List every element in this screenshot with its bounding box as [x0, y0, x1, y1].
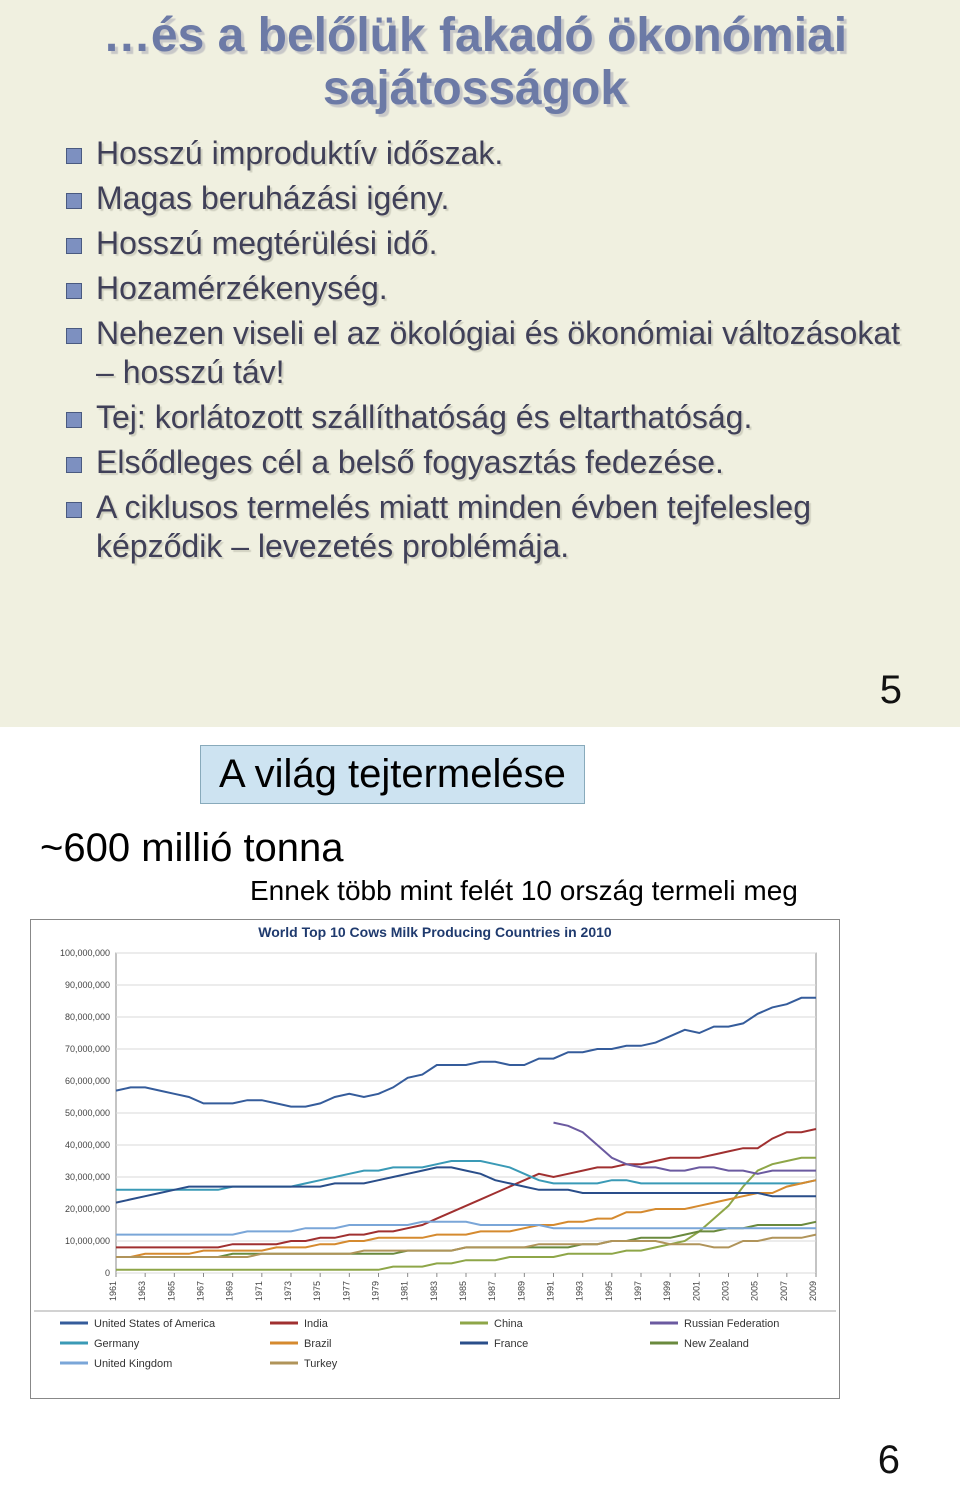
- bullet-item: Tej: korlátozott szállíthatóság és eltar…: [60, 398, 910, 437]
- svg-text:2009: 2009: [808, 1281, 818, 1301]
- svg-text:Turkey: Turkey: [304, 1358, 338, 1370]
- svg-text:1963: 1963: [137, 1281, 147, 1301]
- svg-text:0: 0: [105, 1268, 110, 1278]
- line-chart-svg: World Top 10 Cows Milk Producing Countri…: [30, 919, 840, 1399]
- bullet-item: Nehezen viseli el az ökológiai és ökonóm…: [60, 314, 910, 392]
- slide-5: …és a belőlük fakadó ökonómiai sajátossá…: [0, 0, 960, 727]
- svg-text:1975: 1975: [312, 1281, 322, 1301]
- svg-text:60,000,000: 60,000,000: [65, 1076, 110, 1086]
- svg-text:1961: 1961: [108, 1281, 118, 1301]
- page-number: 5: [880, 668, 902, 713]
- svg-text:80,000,000: 80,000,000: [65, 1012, 110, 1022]
- slide5-bullet-list: Hosszú improduktív időszak. Magas beruhá…: [60, 134, 910, 566]
- slide-6: A világ tejtermelése ~600 millió tonna E…: [0, 727, 960, 1503]
- svg-text:Germany: Germany: [94, 1338, 140, 1350]
- svg-text:2007: 2007: [779, 1281, 789, 1301]
- slide6-caption: Ennek több mint felét 10 ország termeli …: [250, 875, 930, 907]
- svg-text:1985: 1985: [458, 1281, 468, 1301]
- svg-text:1981: 1981: [400, 1281, 410, 1301]
- svg-text:United States of America: United States of America: [94, 1318, 216, 1330]
- svg-text:10,000,000: 10,000,000: [65, 1236, 110, 1246]
- svg-text:1973: 1973: [283, 1281, 293, 1301]
- bullet-item: Hozamérzékenység.: [60, 269, 910, 308]
- svg-text:1995: 1995: [604, 1281, 614, 1301]
- svg-text:Russian Federation: Russian Federation: [684, 1318, 779, 1330]
- svg-text:China: China: [494, 1318, 524, 1330]
- bullet-item: Hosszú improduktív időszak.: [60, 134, 910, 173]
- svg-text:70,000,000: 70,000,000: [65, 1044, 110, 1054]
- svg-text:1969: 1969: [225, 1281, 235, 1301]
- svg-text:50,000,000: 50,000,000: [65, 1108, 110, 1118]
- svg-text:1991: 1991: [546, 1281, 556, 1301]
- slide6-title-box: A világ tejtermelése: [200, 745, 585, 804]
- svg-text:40,000,000: 40,000,000: [65, 1140, 110, 1150]
- svg-text:1967: 1967: [196, 1281, 206, 1301]
- svg-text:World Top 10 Cows Milk Produci: World Top 10 Cows Milk Producing Countri…: [258, 924, 612, 940]
- bullet-item: Elsődleges cél a belső fogyasztás fedezé…: [60, 443, 910, 482]
- svg-text:India: India: [304, 1318, 329, 1330]
- svg-text:1965: 1965: [166, 1281, 176, 1301]
- slide6-subline: ~600 millió tonna: [40, 826, 930, 871]
- svg-text:France: France: [494, 1338, 528, 1350]
- svg-text:100,000,000: 100,000,000: [60, 948, 110, 958]
- svg-text:30,000,000: 30,000,000: [65, 1172, 110, 1182]
- svg-text:1989: 1989: [516, 1281, 526, 1301]
- bullet-item: A ciklusos termelés miatt minden évben t…: [60, 488, 910, 566]
- svg-text:2003: 2003: [721, 1281, 731, 1301]
- title-line1: …és a belőlük fakadó ökonómiai: [103, 9, 847, 62]
- svg-text:Brazil: Brazil: [304, 1338, 332, 1350]
- svg-text:1983: 1983: [429, 1281, 439, 1301]
- svg-text:90,000,000: 90,000,000: [65, 980, 110, 990]
- svg-text:2001: 2001: [691, 1281, 701, 1301]
- bullet-item: Magas beruházási igény.: [60, 179, 910, 218]
- page-number: 6: [878, 1438, 900, 1483]
- svg-text:20,000,000: 20,000,000: [65, 1204, 110, 1214]
- svg-text:2005: 2005: [750, 1281, 760, 1301]
- milk-chart: World Top 10 Cows Milk Producing Countri…: [30, 919, 840, 1399]
- svg-text:1997: 1997: [633, 1281, 643, 1301]
- svg-text:1999: 1999: [662, 1281, 672, 1301]
- svg-text:New Zealand: New Zealand: [684, 1338, 749, 1350]
- svg-text:United Kingdom: United Kingdom: [94, 1358, 172, 1370]
- bullet-item: Hosszú megtérülési idő.: [60, 224, 910, 263]
- slide5-title: …és a belőlük fakadó ökonómiai sajátossá…: [40, 10, 910, 116]
- title-line2: sajátosságok: [323, 62, 627, 115]
- svg-text:1971: 1971: [254, 1281, 264, 1301]
- svg-text:1977: 1977: [341, 1281, 351, 1301]
- svg-text:1993: 1993: [575, 1281, 585, 1301]
- svg-text:1979: 1979: [371, 1281, 381, 1301]
- svg-text:1987: 1987: [487, 1281, 497, 1301]
